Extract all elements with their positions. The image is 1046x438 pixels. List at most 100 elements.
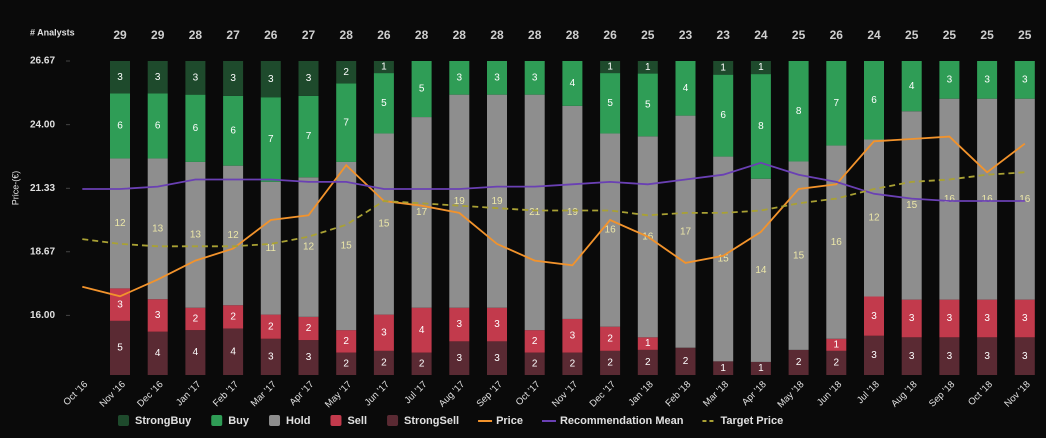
bar-segment	[750, 361, 771, 375]
bar-label: 2	[570, 358, 576, 369]
bar-label: 2	[193, 314, 199, 325]
bar-segment	[939, 98, 960, 300]
series-line	[82, 161, 1025, 202]
bar-segment	[185, 94, 206, 162]
bar-segment	[373, 350, 394, 375]
bar-segment	[147, 331, 168, 375]
bar-label: 5	[645, 100, 651, 111]
bar-segment	[260, 181, 281, 315]
bar-label: 1	[758, 62, 764, 73]
bar-segment	[750, 61, 771, 75]
legend-label: Target Price	[720, 415, 783, 427]
bar-label: 16	[605, 225, 617, 236]
analyst-count: 26	[830, 28, 844, 42]
bar-label: 3	[871, 350, 877, 361]
bar-label: 15	[906, 200, 918, 211]
bar-label: 3	[457, 319, 463, 330]
bar-segment	[1014, 299, 1035, 338]
bar-label: 2	[532, 358, 538, 369]
bar-label: 1	[720, 363, 726, 374]
bar-label: 4	[909, 81, 915, 92]
bar-label: 6	[230, 125, 236, 136]
x-tick-label: Nov '17	[550, 379, 580, 409]
bar-label: 2	[343, 336, 349, 347]
series-line	[82, 135, 1026, 298]
x-tick-label: Jul '17	[403, 379, 430, 406]
bar-label: 15	[378, 219, 390, 230]
x-tick-label: May '17	[323, 379, 354, 410]
bar-segment	[336, 83, 357, 162]
bar-segment	[449, 61, 470, 95]
analyst-count: 25	[943, 28, 957, 42]
x-tick-label: Dec '17	[588, 379, 618, 409]
y-tick-label: 26.67	[30, 56, 55, 67]
bar-label: 3	[909, 313, 915, 324]
bar-label: 14	[755, 265, 767, 276]
bar-label: 6	[871, 95, 877, 106]
series-line	[82, 171, 1025, 248]
analyst-count: 26	[603, 28, 617, 42]
bar-segment	[223, 95, 244, 166]
bar-label: 15	[341, 241, 353, 252]
bar-segment	[298, 61, 319, 96]
bar-segment	[524, 330, 545, 353]
bar-segment	[336, 330, 357, 353]
bar-label: 5	[607, 98, 613, 109]
bar-label: 2	[532, 336, 538, 347]
legend-swatch	[211, 415, 223, 426]
bar-label: 3	[570, 330, 576, 341]
bar-label: 3	[117, 299, 123, 310]
bar-label: 16	[944, 194, 956, 205]
bar-label: 2	[268, 321, 274, 332]
analyst-count: 27	[302, 28, 316, 42]
bar-segment	[411, 352, 432, 375]
bar-segment	[524, 61, 545, 95]
bar-segment	[223, 328, 244, 375]
legend-swatch	[269, 415, 281, 426]
bar-label: 15	[793, 250, 805, 261]
bar-label: 4	[230, 346, 236, 357]
bar-label: 3	[494, 353, 500, 364]
x-tick-label: Aug '17	[437, 379, 467, 409]
analyst-count: 24	[754, 28, 768, 42]
bar-label: 17	[680, 226, 692, 237]
analyst-count: 25	[1018, 28, 1032, 42]
bar-segment	[864, 296, 884, 336]
x-tick-label: Dec '16	[135, 379, 165, 409]
x-tick-label: Jan '17	[174, 379, 203, 408]
bar-label: 7	[834, 98, 840, 109]
legend-label: Buy	[228, 415, 250, 427]
bar-segment	[260, 61, 281, 98]
bar-segment	[487, 94, 507, 308]
bar-segment	[260, 338, 281, 375]
bar-label: 16	[1019, 194, 1031, 205]
bar-label: 3	[1022, 313, 1028, 324]
x-tick-label: Mar '18	[701, 379, 731, 409]
bar-segment	[826, 350, 847, 375]
bar-label: 3	[268, 352, 274, 363]
analyst-count: 23	[679, 28, 693, 42]
bar-segment	[524, 352, 545, 375]
bar-label: 17	[416, 207, 428, 218]
x-tick-label: Jun '18	[815, 379, 844, 408]
bar-label: 2	[230, 311, 236, 322]
bar-segment	[1014, 61, 1035, 99]
bar-label: 3	[155, 310, 161, 321]
bar-label: 6	[155, 121, 161, 132]
bar-label: 5	[419, 84, 425, 95]
bar-label: 2	[645, 357, 651, 368]
y-axis-label: Price-(€)	[10, 171, 20, 206]
bar-segment	[901, 299, 922, 338]
y-tick-label: 16.00	[30, 310, 55, 321]
bar-label: 1	[720, 62, 726, 73]
bar-segment	[788, 349, 809, 375]
x-tick-label: Apr '18	[740, 379, 769, 408]
legend-swatch	[118, 415, 129, 426]
bar-label: 2	[834, 358, 840, 369]
bar-segment	[147, 299, 168, 332]
bar-segment	[637, 337, 658, 350]
analysts-label: # Analysts	[30, 27, 75, 37]
bar-segment	[298, 316, 319, 341]
bar-label: 3	[871, 311, 877, 322]
bar-segment	[373, 73, 394, 134]
